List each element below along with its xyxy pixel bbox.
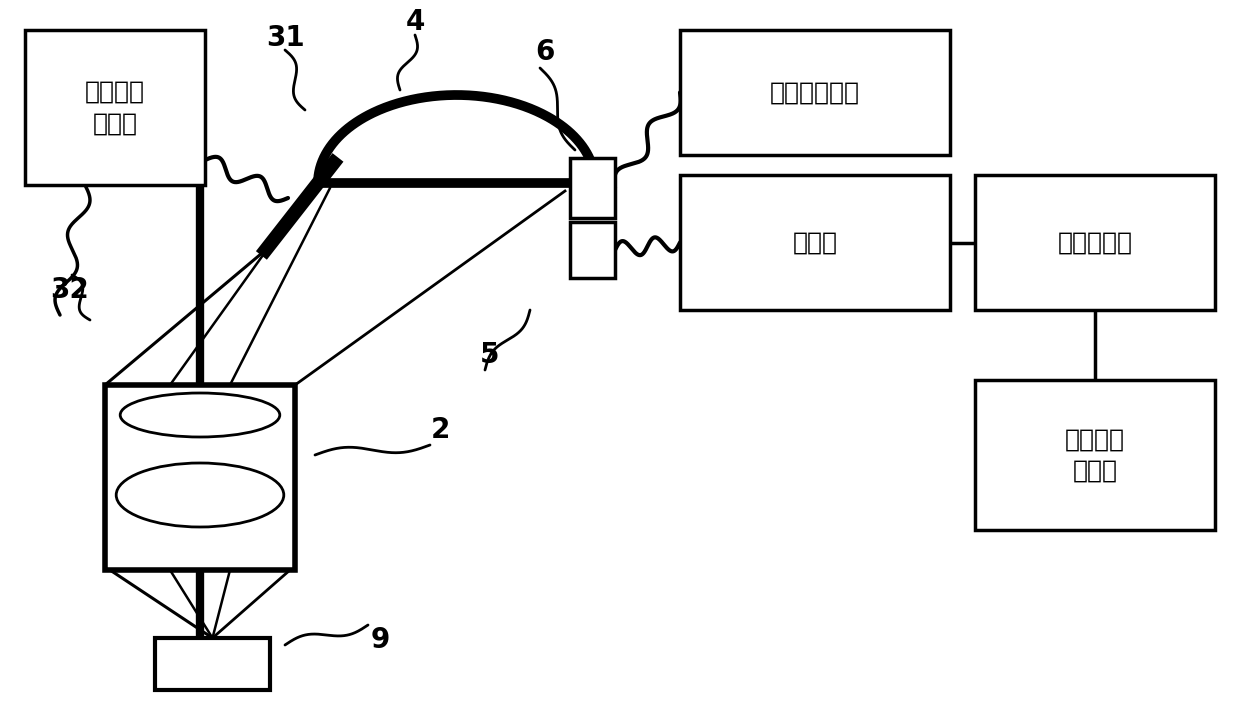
FancyBboxPatch shape <box>105 385 295 570</box>
Text: 激光诱导光源: 激光诱导光源 <box>770 81 861 105</box>
Text: 4: 4 <box>405 8 424 36</box>
FancyBboxPatch shape <box>570 158 615 218</box>
FancyBboxPatch shape <box>680 175 950 310</box>
Ellipse shape <box>120 393 280 437</box>
Text: 激光扫描
控制器: 激光扫描 控制器 <box>86 80 145 135</box>
Text: 2: 2 <box>430 416 450 444</box>
Ellipse shape <box>117 463 284 527</box>
Text: 6: 6 <box>536 38 554 66</box>
Text: 31: 31 <box>265 24 304 52</box>
Text: 9: 9 <box>371 626 389 654</box>
FancyBboxPatch shape <box>680 30 950 155</box>
Text: 光谱数据
分析器: 光谱数据 分析器 <box>1065 427 1125 483</box>
FancyBboxPatch shape <box>570 222 615 278</box>
FancyBboxPatch shape <box>975 380 1215 530</box>
FancyBboxPatch shape <box>155 638 270 690</box>
Text: 32: 32 <box>51 276 89 304</box>
Text: 5: 5 <box>480 341 500 369</box>
Text: 光谱仪: 光谱仪 <box>792 230 837 255</box>
FancyBboxPatch shape <box>975 175 1215 310</box>
FancyBboxPatch shape <box>25 30 205 185</box>
Text: 光谱探测器: 光谱探测器 <box>1058 230 1132 255</box>
